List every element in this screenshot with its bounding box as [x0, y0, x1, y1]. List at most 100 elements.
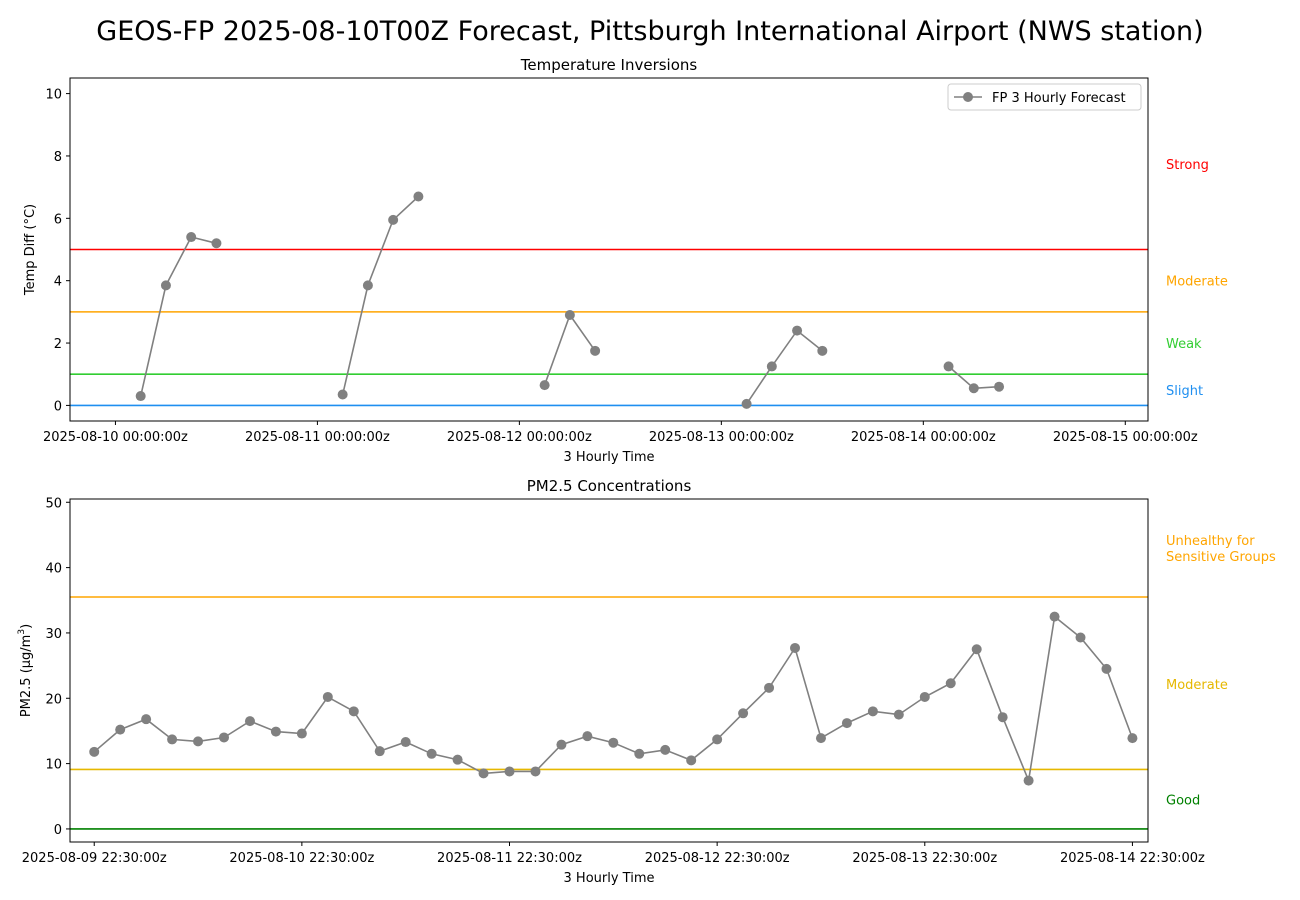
data-point	[997, 712, 1008, 723]
y-tick-label: 2	[54, 337, 62, 352]
data-point	[968, 383, 979, 394]
data-point	[686, 755, 697, 766]
data-point	[712, 734, 723, 745]
data-point	[89, 746, 100, 757]
x-tick-label: 2025-08-12 22:30:00z	[645, 851, 790, 866]
threshold-label-line: Sensitive Groups	[1166, 550, 1276, 565]
data-point	[582, 731, 593, 742]
y-tick-label: 8	[54, 150, 62, 165]
data-point	[766, 361, 777, 372]
x-tick-label: 2025-08-11 22:30:00z	[437, 851, 582, 866]
y-axis-label-end: )	[19, 624, 34, 629]
data-point	[792, 325, 803, 336]
data-point	[186, 232, 197, 243]
x-tick-label: 2025-08-13 22:30:00z	[852, 851, 997, 866]
x-tick-label: 2025-08-10 22:30:00z	[229, 851, 374, 866]
data-point	[296, 728, 307, 739]
data-point	[994, 381, 1005, 392]
data-point	[945, 678, 956, 689]
y-tick-label: 30	[45, 627, 62, 642]
data-point	[530, 766, 541, 777]
x-tick-label: 2025-08-14 22:30:00z	[1060, 851, 1205, 866]
data-point	[322, 691, 333, 702]
x-tick-label: 2025-08-10 00:00:00z	[43, 430, 188, 445]
threshold-label-3: Strong	[1166, 158, 1209, 173]
data-point	[919, 691, 930, 702]
data-point	[413, 191, 424, 202]
y-axis-label: PM2.5 (µg/m3)	[17, 624, 34, 717]
y-tick-label: 40	[45, 562, 62, 577]
y-tick-label: 0	[54, 399, 62, 414]
legend-box	[947, 83, 1142, 111]
data-point	[1075, 632, 1086, 643]
data-point	[590, 345, 601, 356]
x-tick-label: 2025-08-15 00:00:00z	[1053, 430, 1198, 445]
axes-title: Temperature Inversions	[520, 56, 698, 74]
threshold-label-2: Unhealthy for Sensitive Groups	[1166, 534, 1276, 565]
data-point	[634, 748, 645, 759]
y-tick-label: 50	[45, 496, 62, 511]
data-point	[608, 737, 619, 748]
y-axis-label-sup: 3	[17, 629, 27, 635]
threshold-label-line: Strong	[1166, 158, 1209, 173]
data-point	[193, 736, 204, 747]
temperature-inversions-panel: Temperature Inversions Slight Weak Moderate…	[23, 56, 1228, 465]
data-point	[362, 280, 373, 291]
x-tick-label: 2025-08-09 22:30:00z	[22, 851, 167, 866]
threshold-label-line: Good	[1166, 794, 1200, 809]
data-point	[841, 718, 852, 729]
data-point	[817, 345, 828, 356]
legend-marker	[963, 92, 973, 102]
data-point	[167, 734, 178, 745]
data-point	[337, 389, 348, 400]
data-point	[388, 214, 399, 225]
series-line-3	[745, 329, 823, 405]
threshold-label-2: Moderate	[1166, 275, 1228, 290]
data-point	[478, 768, 489, 779]
y-tick-label: 10	[45, 88, 62, 103]
series-line-1	[341, 195, 419, 395]
data-point	[741, 398, 752, 409]
x-tick-label: 2025-08-11 00:00:00z	[245, 430, 390, 445]
pm25-concentrations-panel: PM2.5 Concentrations Good Moderate Unhealth…	[17, 477, 1276, 886]
threshold-label-line: Slight	[1166, 384, 1203, 399]
data-point	[738, 708, 749, 719]
x-tick-label: 2025-08-14 00:00:00z	[851, 430, 996, 445]
data-point	[219, 732, 229, 743]
series-line-0	[139, 236, 217, 397]
data-point	[764, 682, 775, 693]
data-point	[426, 748, 437, 759]
data-point	[867, 706, 878, 717]
data-point	[943, 361, 954, 372]
x-axis-label: 3 Hourly Time	[564, 871, 655, 886]
y-tick-label: 0	[54, 823, 62, 838]
data-point	[556, 739, 567, 750]
data-point	[244, 716, 255, 727]
axes-frame	[69, 498, 1149, 843]
data-point	[452, 754, 463, 765]
data-point	[135, 391, 146, 402]
y-tick-label: 6	[54, 212, 62, 227]
threshold-label-0: Slight	[1166, 384, 1203, 399]
legend-entry: FP 3 Hourly Forecast	[992, 91, 1126, 106]
data-point	[660, 744, 671, 755]
data-point	[348, 706, 359, 717]
data-point	[504, 766, 515, 777]
data-point	[141, 714, 152, 725]
data-point	[893, 709, 904, 720]
threshold-label-line: Weak	[1166, 337, 1202, 352]
series-line-0	[93, 615, 1134, 784]
y-tick-label: 10	[45, 758, 62, 773]
axes-title: PM2.5 Concentrations	[527, 477, 692, 495]
y-axis-label-main: PM2.5 (µg/m	[19, 635, 34, 718]
axes-frame	[69, 77, 1149, 422]
y-tick-label: 4	[54, 275, 62, 290]
threshold-label-line: Unhealthy for	[1166, 534, 1255, 549]
data-point	[564, 309, 575, 320]
x-tick-label: 2025-08-13 00:00:00z	[649, 430, 794, 445]
data-point	[211, 238, 222, 249]
data-point	[115, 724, 126, 735]
data-point	[971, 644, 982, 655]
data-point	[1101, 663, 1112, 674]
